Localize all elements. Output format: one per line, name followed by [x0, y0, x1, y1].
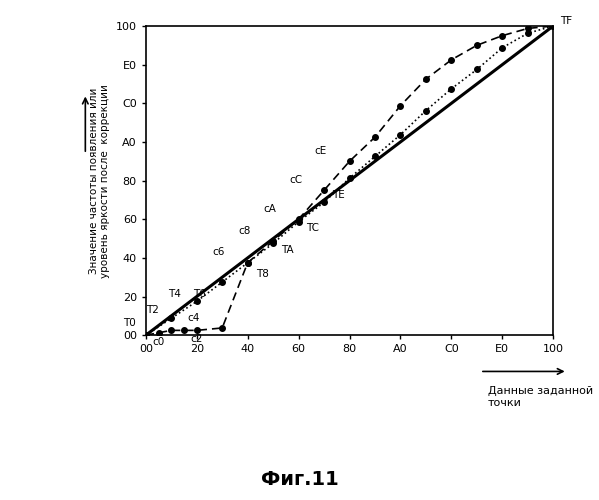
Point: [294, 216, 303, 224]
Text: c2: c2: [190, 334, 202, 344]
Text: c6: c6: [213, 248, 225, 258]
Text: T4: T4: [168, 288, 181, 298]
Point: [472, 66, 482, 74]
Point: [268, 237, 278, 245]
Point: [549, 22, 558, 30]
Point: [167, 326, 176, 334]
Text: T6: T6: [193, 288, 207, 298]
Point: [141, 331, 150, 339]
Point: [447, 85, 456, 93]
Point: [154, 329, 164, 337]
Text: Данные заданной
точки: Данные заданной точки: [488, 386, 593, 407]
Point: [396, 130, 406, 138]
Point: [243, 258, 252, 266]
Text: c0: c0: [152, 337, 164, 347]
Text: cA: cA: [264, 204, 277, 214]
Point: [294, 218, 303, 226]
Point: [243, 258, 252, 266]
Text: TA: TA: [281, 245, 294, 255]
Point: [396, 102, 406, 110]
Point: [421, 75, 431, 83]
Text: TF: TF: [559, 16, 571, 26]
Point: [319, 198, 329, 206]
Point: [370, 152, 380, 160]
Point: [370, 133, 380, 141]
Text: TE: TE: [332, 190, 345, 200]
Point: [421, 106, 431, 114]
Point: [217, 278, 227, 286]
Point: [141, 331, 150, 339]
Point: [192, 326, 201, 334]
Text: TC: TC: [307, 224, 319, 234]
Point: [344, 174, 354, 182]
Text: c4: c4: [187, 312, 199, 322]
Y-axis label: Значение частоты появления или
уровень яркости после  коррекции: Значение частоты появления или уровень я…: [89, 84, 110, 278]
Text: cC: cC: [289, 175, 302, 185]
Point: [523, 24, 533, 32]
Point: [268, 240, 278, 248]
Point: [167, 314, 176, 322]
Point: [498, 44, 507, 52]
Point: [192, 298, 201, 306]
Text: Фиг.11: Фиг.11: [261, 470, 338, 489]
Point: [217, 324, 227, 332]
Point: [498, 32, 507, 40]
Point: [319, 186, 329, 194]
Point: [549, 22, 558, 30]
Text: T8: T8: [256, 269, 268, 279]
Text: c8: c8: [238, 226, 250, 235]
Text: T2: T2: [146, 306, 159, 316]
Text: cE: cE: [314, 146, 326, 156]
Point: [179, 326, 189, 334]
Point: [447, 56, 456, 64]
Text: T0: T0: [123, 318, 137, 328]
Point: [472, 42, 482, 50]
Point: [523, 30, 533, 38]
Point: [344, 158, 354, 166]
